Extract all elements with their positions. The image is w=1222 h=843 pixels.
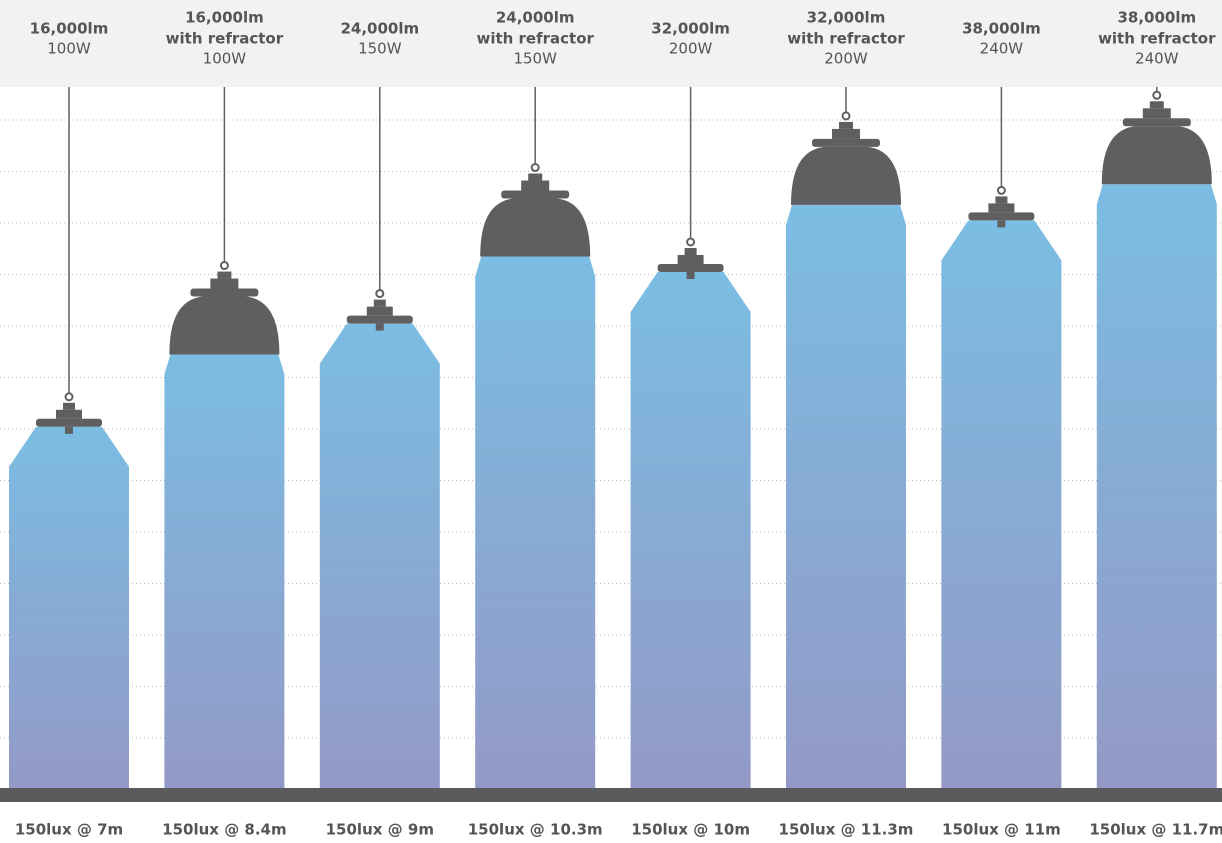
lamp-flange (190, 288, 259, 297)
value-label: 150lux @ 11.7m (1089, 821, 1222, 839)
lamp-stem (686, 272, 695, 279)
lamp-ring (996, 185, 1006, 195)
lamp-plate (968, 212, 1035, 221)
lumens-label: 32,000lm (651, 20, 730, 38)
lamp-body (677, 255, 704, 264)
lamp-body (366, 306, 393, 316)
bar (1096, 184, 1217, 788)
lamp-body (521, 180, 550, 191)
lamp-dome (1101, 126, 1212, 185)
bar (475, 256, 596, 788)
lamp-body (988, 203, 1015, 213)
lamp-flange (501, 190, 570, 199)
header-band (0, 0, 1222, 87)
lamp-ring (375, 289, 385, 299)
lamp-ring (219, 261, 229, 271)
value-label: 150lux @ 8.4m (162, 821, 286, 839)
lamp-ring (530, 163, 540, 173)
value-label: 150lux @ 11.3m (779, 821, 914, 839)
lamp-ring (1152, 90, 1162, 100)
lamp-ring (841, 111, 851, 121)
lamp-cap (63, 402, 75, 410)
value-label: 150lux @ 10.3m (468, 821, 603, 839)
lamp-cap (217, 271, 232, 279)
lamp-body (1142, 108, 1171, 119)
lamp-flange (1122, 118, 1191, 127)
lamp-body (56, 409, 82, 419)
value-label: 150lux @ 10m (631, 821, 750, 839)
wattage-label: 100W (203, 50, 247, 68)
lamp-cap (528, 173, 543, 181)
lamp-ring (686, 237, 696, 247)
lumens-label: 38,000lm (962, 20, 1041, 38)
bar (9, 426, 129, 788)
lamp-dome (169, 296, 280, 355)
wattage-label: 240W (980, 40, 1024, 58)
lumens-label: 24,000lm (496, 9, 575, 27)
bar (164, 354, 285, 788)
value-label: 150lux @ 11m (942, 821, 1061, 839)
lamp-dome (480, 198, 591, 257)
wattage-label: 200W (669, 40, 713, 58)
bar (786, 204, 906, 789)
value-label: 150lux @ 9m (326, 821, 434, 839)
wattage-label: 200W (824, 50, 868, 68)
value-label: 150lux @ 7m (15, 821, 123, 839)
wattage-label: 150W (513, 50, 557, 68)
lamp-stem (65, 426, 73, 434)
lamp-cap (839, 121, 853, 129)
lamp-cap (684, 248, 697, 255)
lumens-label: 16,000lm (30, 20, 109, 38)
plot (9, 87, 1217, 789)
floor (0, 788, 1222, 802)
refractor-label: with refractor (787, 30, 905, 48)
lamp-dome (791, 146, 901, 205)
lumens-label: 32,000lm (807, 9, 886, 27)
lamp-cap (1149, 101, 1164, 109)
refractor-label: with refractor (166, 30, 284, 48)
lamp-body (210, 278, 239, 289)
lumens-label: 16,000lm (185, 9, 264, 27)
lamp-cap (373, 299, 386, 307)
lamp-stem (375, 323, 384, 331)
bar (630, 272, 751, 788)
lumens-label: 38,000lm (1117, 9, 1196, 27)
refractor-label: with refractor (1098, 30, 1216, 48)
lamp-cap (995, 196, 1008, 204)
bar (941, 220, 1062, 788)
bar (319, 323, 440, 788)
wattage-label: 240W (1135, 50, 1179, 68)
wattage-label: 100W (47, 40, 91, 58)
lumens-label: 24,000lm (340, 20, 419, 38)
wattage-label: 150W (358, 40, 402, 58)
lamp-plate (36, 418, 102, 427)
lamp-stem (997, 220, 1006, 228)
lamp-plate (346, 315, 413, 324)
lamp-flange (812, 138, 880, 147)
lamp-ring (64, 392, 74, 402)
lamp-body (832, 128, 860, 139)
lamp-plate (657, 264, 724, 272)
refractor-label: with refractor (476, 30, 594, 48)
